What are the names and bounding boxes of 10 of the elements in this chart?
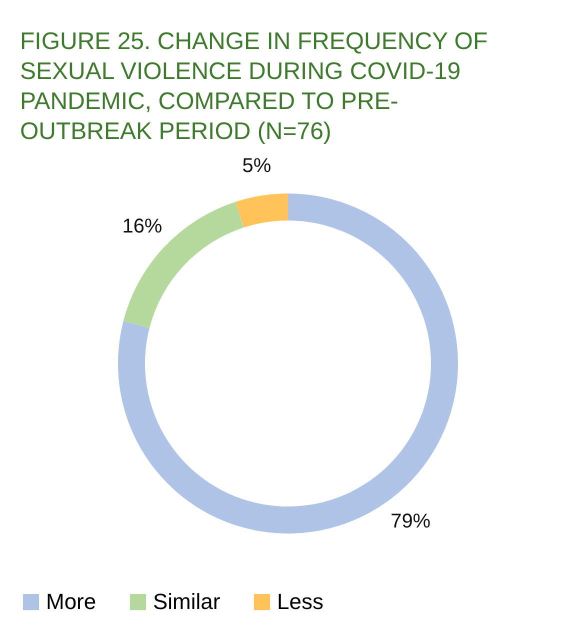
- donut-slice: [123, 202, 244, 328]
- legend-label: Less: [277, 589, 324, 614]
- data-label: 79%: [390, 510, 431, 533]
- donut-slice: [235, 194, 288, 228]
- chart-title: FIGURE 25. CHANGE IN FREQUENCY OF SEXUAL VIOLENCE DURING COVID-19 PANDEMIC, COMPARED TO PRE-OUTBREAK PERIOD (N=76): [20, 28, 488, 145]
- data-label: 16%: [122, 216, 162, 238]
- data-label: 5%: [242, 154, 272, 177]
- legend-label: Similar: [153, 589, 220, 614]
- donut-slice: [118, 194, 458, 534]
- legend-label: More: [46, 589, 96, 614]
